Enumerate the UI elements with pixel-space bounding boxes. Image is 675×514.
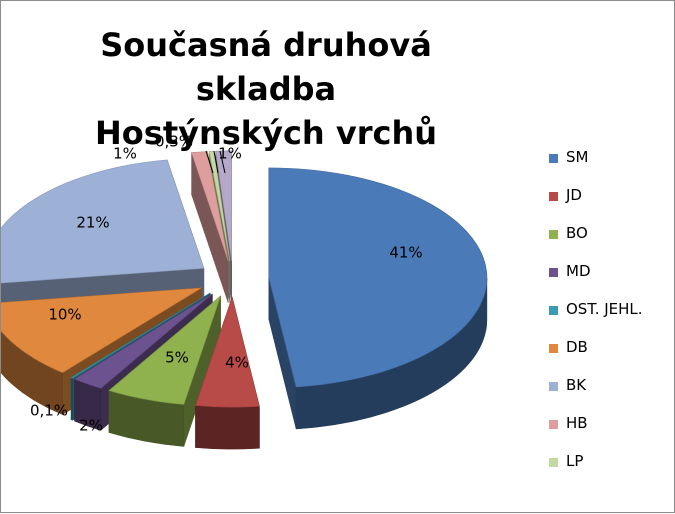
legend-swatch <box>549 192 558 201</box>
data-label-hb: 1% <box>113 145 137 163</box>
legend-label: HB <box>566 414 588 432</box>
leader-line <box>213 150 219 174</box>
chart-title-line-2: Hostýnských vrchů <box>95 114 437 152</box>
pie-slice-jd <box>195 296 260 450</box>
leader-line <box>219 150 226 174</box>
slice-side <box>70 377 73 421</box>
legend-swatch <box>549 268 558 277</box>
legend-item-jd: JD <box>549 186 674 224</box>
slice-side <box>195 405 260 450</box>
legend-label: BK <box>566 376 587 394</box>
legend-item-bk: BK <box>549 376 674 414</box>
slice-top <box>1 159 205 284</box>
legend-item-bo: BO <box>549 224 674 262</box>
legend-swatch <box>549 382 558 391</box>
data-label-jd: 4% <box>225 354 249 372</box>
legend-item-sm: SM <box>549 148 674 186</box>
slice-top <box>195 296 260 408</box>
legend-label: LP <box>566 452 584 470</box>
legend-label: BO <box>566 224 588 242</box>
pie-slice-sm <box>268 167 488 430</box>
legend-swatch <box>549 420 558 429</box>
slice-top <box>1 287 202 373</box>
data-label-bo: 5% <box>165 349 189 367</box>
data-label-md: 2% <box>79 417 103 435</box>
legend-swatch <box>549 458 558 467</box>
legend-swatch <box>549 230 558 239</box>
legend-item-lp: LP <box>549 452 674 490</box>
leader-line <box>205 150 214 174</box>
data-label-unlabeled: 1% <box>218 145 242 163</box>
data-label-sm: 41% <box>389 244 422 262</box>
legend-label: OST. JEHL. <box>566 300 643 318</box>
legend-label: JD <box>566 186 582 204</box>
data-label-lp: 0,3% <box>155 133 193 151</box>
legend-swatch <box>549 306 558 315</box>
slice-top <box>73 293 213 389</box>
data-label-ost-jehl-: 0,1% <box>30 402 68 420</box>
slice-top <box>191 151 229 262</box>
pie-slice-bo <box>108 295 222 447</box>
pie-slice-hb <box>191 151 229 304</box>
legend-label: SM <box>566 148 589 166</box>
legend: SM JD BO MD OST. JEHL. DB BK HB LP <box>549 148 674 490</box>
chart-title: Současná druhová skladba Hostýnských vrc… <box>61 23 471 155</box>
slice-top <box>215 150 232 261</box>
legend-item-hb: HB <box>549 414 674 452</box>
legend-item-db: DB <box>549 338 674 376</box>
legend-item-md: MD <box>549 262 674 300</box>
slice-top <box>268 167 488 388</box>
legend-label: MD <box>566 262 591 280</box>
slice-top <box>70 292 211 379</box>
legend-swatch <box>549 154 558 163</box>
slice-top <box>108 295 222 405</box>
chart-title-line-1: Současná druhová skladba <box>100 26 432 108</box>
data-label-db: 10% <box>48 306 81 324</box>
legend-item-ost-jehl-: OST. JEHL. <box>549 300 674 338</box>
data-label-bk: 21% <box>76 214 109 232</box>
legend-label: DB <box>566 338 588 356</box>
legend-swatch <box>549 344 558 353</box>
